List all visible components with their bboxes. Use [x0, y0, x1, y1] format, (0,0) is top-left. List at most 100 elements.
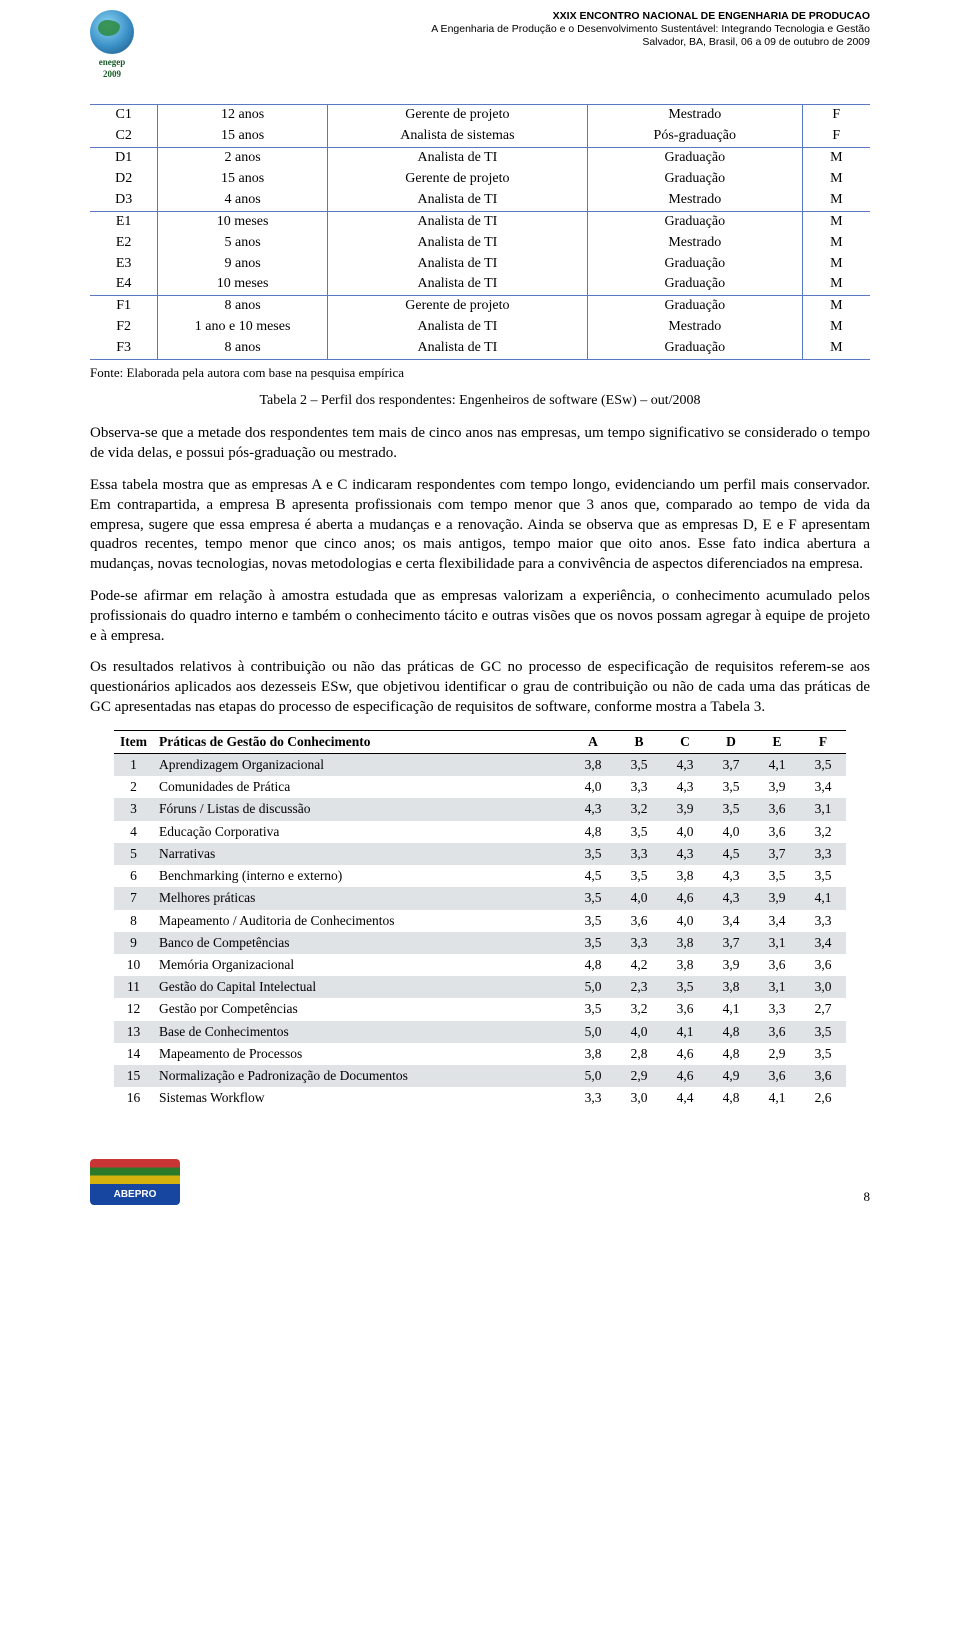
- table-row: F21 ano e 10 mesesAnalista de TIMestrado…: [90, 317, 870, 338]
- table-cell: Benchmarking (interno e externo): [153, 865, 570, 887]
- table-cell: Analista de TI: [327, 317, 587, 338]
- table-cell: 3,5: [800, 1021, 846, 1043]
- table-header-row: ItemPráticas de Gestão do ConhecimentoAB…: [114, 730, 846, 753]
- table-row: 13Base de Conhecimentos5,04,04,14,83,63,…: [114, 1021, 846, 1043]
- table-cell: F: [802, 105, 870, 126]
- table-cell: 4,5: [570, 865, 616, 887]
- table-cell: 3,5: [570, 910, 616, 932]
- table-cell: 3,6: [754, 821, 800, 843]
- table-cell: Gerente de projeto: [327, 105, 587, 126]
- table-cell: Gestão por Competências: [153, 998, 570, 1020]
- table-cell: Mestrado: [587, 190, 802, 211]
- table-cell: F3: [90, 338, 158, 359]
- table-cell: 5,0: [570, 976, 616, 998]
- table-cell: 3,5: [800, 753, 846, 776]
- table-cell: 4,2: [616, 954, 662, 976]
- table-cell: 3,5: [570, 998, 616, 1020]
- table-row: 2Comunidades de Prática4,03,34,33,53,93,…: [114, 776, 846, 798]
- table-cell: 3,4: [708, 910, 754, 932]
- table-cell: 1: [114, 753, 153, 776]
- table-cell: C1: [90, 105, 158, 126]
- table-cell: Sistemas Workflow: [153, 1087, 570, 1109]
- header-text: XXIX ENCONTRO NACIONAL DE ENGENHARIA DE …: [146, 10, 870, 49]
- table-cell: 3,5: [800, 865, 846, 887]
- table-row: 8Mapeamento / Auditoria de Conhecimentos…: [114, 910, 846, 932]
- table-row: 9Banco de Competências3,53,33,83,73,13,4: [114, 932, 846, 954]
- table-row: D12 anosAnalista de TIGraduaçãoM: [90, 148, 870, 169]
- table-cell: Analista de TI: [327, 211, 587, 232]
- table-row: E39 anosAnalista de TIGraduaçãoM: [90, 254, 870, 275]
- table-row: E110 mesesAnalista de TIGraduaçãoM: [90, 211, 870, 232]
- table-cell: Graduação: [587, 211, 802, 232]
- table-cell: 3,3: [616, 843, 662, 865]
- table-cell: Mestrado: [587, 233, 802, 254]
- table-cell: Gestão do Capital Intelectual: [153, 976, 570, 998]
- table-header-cell: B: [616, 730, 662, 753]
- table-cell: M: [802, 317, 870, 338]
- table-cell: 4,3: [662, 753, 708, 776]
- table-cell: Base de Conhecimentos: [153, 1021, 570, 1043]
- table-cell: 4 anos: [158, 190, 328, 211]
- table-cell: Graduação: [587, 338, 802, 359]
- table-row: C112 anosGerente de projetoMestradoF: [90, 105, 870, 126]
- table-cell: 4,8: [708, 1021, 754, 1043]
- table-cell: F: [802, 126, 870, 147]
- table-cell: 3,7: [754, 843, 800, 865]
- table-cell: 3,6: [754, 1021, 800, 1043]
- header-line1: XXIX ENCONTRO NACIONAL DE ENGENHARIA DE …: [146, 10, 870, 23]
- table-cell: 4,1: [754, 753, 800, 776]
- table-cell: Comunidades de Prática: [153, 776, 570, 798]
- table-cell: 3,3: [616, 932, 662, 954]
- table-cell: 3,8: [662, 954, 708, 976]
- table-cell: 10 meses: [158, 211, 328, 232]
- table-cell: D2: [90, 169, 158, 190]
- table-cell: 3,4: [800, 776, 846, 798]
- table-cell: M: [802, 233, 870, 254]
- paragraph-2: Essa tabela mostra que as empresas A e C…: [90, 476, 870, 575]
- table-cell: 4,4: [662, 1087, 708, 1109]
- table-cell: D3: [90, 190, 158, 211]
- table-cell: 3,8: [570, 753, 616, 776]
- table-cell: Gerente de projeto: [327, 296, 587, 317]
- table1-source: Fonte: Elaborada pela autora com base na…: [90, 364, 870, 382]
- table-cell: M: [802, 169, 870, 190]
- paragraph-3: Pode-se afirmar em relação à amostra est…: [90, 587, 870, 646]
- table-cell: 3,5: [708, 776, 754, 798]
- table-row: E25 anosAnalista de TIMestradoM: [90, 233, 870, 254]
- table-cell: Melhores práticas: [153, 887, 570, 909]
- table-cell: 2,9: [754, 1043, 800, 1065]
- table-cell: 3,5: [616, 753, 662, 776]
- table-cell: 4,3: [708, 865, 754, 887]
- table-cell: 4,9: [708, 1065, 754, 1087]
- table-cell: M: [802, 296, 870, 317]
- table-cell: 9: [114, 932, 153, 954]
- table-cell: 4,3: [570, 798, 616, 820]
- table-cell: E1: [90, 211, 158, 232]
- table-cell: Analista de TI: [327, 148, 587, 169]
- table-header-cell: E: [754, 730, 800, 753]
- table-cell: 12 anos: [158, 105, 328, 126]
- table-cell: 15: [114, 1065, 153, 1087]
- table-row: 6Benchmarking (interno e externo)4,53,53…: [114, 865, 846, 887]
- table-cell: 4,0: [662, 821, 708, 843]
- table-cell: 3,2: [800, 821, 846, 843]
- table-cell: 3: [114, 798, 153, 820]
- table-row: D215 anosGerente de projetoGraduaçãoM: [90, 169, 870, 190]
- table-cell: 3,3: [616, 776, 662, 798]
- table-cell: 3,6: [662, 998, 708, 1020]
- table-cell: 8 anos: [158, 296, 328, 317]
- table-cell: 14: [114, 1043, 153, 1065]
- table-cell: 9 anos: [158, 254, 328, 275]
- table1-caption: Tabela 2 – Perfil dos respondentes: Enge…: [90, 392, 870, 411]
- table-cell: 5,0: [570, 1065, 616, 1087]
- table-cell: 3,3: [754, 998, 800, 1020]
- table-cell: Fóruns / Listas de discussão: [153, 798, 570, 820]
- table-row: D34 anosAnalista de TIMestradoM: [90, 190, 870, 211]
- table-cell: 13: [114, 1021, 153, 1043]
- table-cell: 4,6: [662, 1065, 708, 1087]
- table-cell: 4,1: [800, 887, 846, 909]
- table-cell: 3,8: [662, 932, 708, 954]
- table-cell: Banco de Competências: [153, 932, 570, 954]
- gc-practices-table: ItemPráticas de Gestão do ConhecimentoAB…: [114, 730, 846, 1110]
- table-cell: 7: [114, 887, 153, 909]
